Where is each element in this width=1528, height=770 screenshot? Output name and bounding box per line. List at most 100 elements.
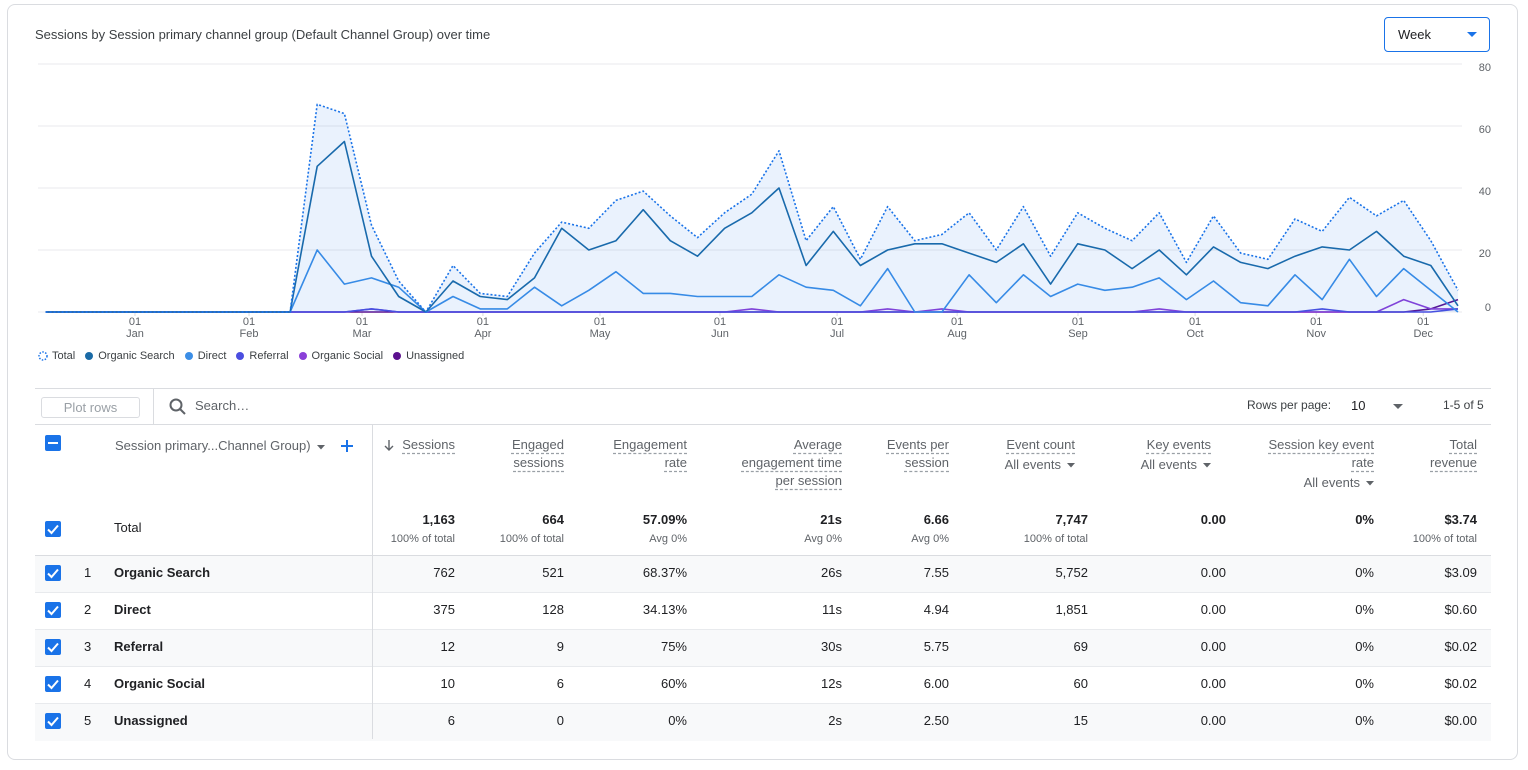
column-header[interactable]: Engagement rate (607, 436, 687, 472)
column-label: Total revenue (1430, 437, 1477, 470)
divider (372, 425, 373, 739)
checkbox[interactable] (44, 520, 62, 538)
checkbox-check (47, 679, 59, 690)
divider (35, 666, 1491, 667)
checkbox[interactable] (44, 675, 62, 693)
column-header[interactable]: Sessions (384, 436, 455, 454)
x-tick-label: 01 Jan (126, 316, 144, 340)
column-header[interactable]: Key events All events (1141, 436, 1211, 474)
legend-item[interactable]: Organic Social (298, 350, 383, 362)
total-label: Total (114, 520, 142, 535)
column-header[interactable]: Events per session (879, 436, 949, 472)
cell-value: 75% (660, 639, 687, 654)
column-label: Engagement rate (613, 437, 687, 470)
cell-value: 0% (1355, 639, 1374, 654)
x-tick-label: 01 Nov (1306, 316, 1326, 340)
cell-value: $0.00 (1444, 713, 1477, 728)
pagination: 1-5 of 5 (1443, 398, 1484, 412)
sublabel-text: All events (1303, 475, 1360, 490)
total-note: Avg 0% (804, 533, 842, 545)
cell-value: $0.60 (1444, 602, 1477, 617)
checkbox-box (45, 521, 61, 537)
total-note: 100% of total (499, 533, 564, 545)
checkbox-check (47, 524, 59, 535)
legend-item[interactable]: Organic Search (84, 350, 175, 362)
cell-value: 30s (821, 639, 842, 654)
divider (153, 389, 154, 424)
total-value: $3.74 (1444, 512, 1477, 527)
row-name[interactable]: Unassigned (114, 713, 188, 728)
dropdown-caret (317, 445, 325, 450)
column-header-row: Events per session (879, 436, 949, 472)
checkbox-box (45, 639, 61, 655)
column-header-row: Total revenue (1422, 436, 1477, 472)
legend: Total Organic Search Direct Referral Organic… (38, 350, 464, 362)
column-header[interactable]: Event count All events (1005, 436, 1075, 474)
cell-value: 2s (828, 713, 842, 728)
legend-icon (298, 352, 307, 360)
add-dimension[interactable] (341, 440, 353, 452)
dropdown-caret (1393, 404, 1403, 409)
checkbox-box (45, 602, 61, 618)
plot-rows-button[interactable]: Plot rows (41, 397, 140, 418)
legend-item[interactable]: Total (38, 350, 75, 362)
checkbox[interactable] (44, 638, 62, 656)
cell-value: $0.02 (1444, 639, 1477, 654)
legend-swatch (38, 351, 48, 361)
search-input[interactable]: Search… (195, 398, 250, 413)
y-tick-label: 80 (1479, 62, 1491, 74)
legend-label: Referral (249, 350, 289, 362)
legend-label: Direct (197, 350, 227, 362)
x-tick-label: 01 Jul (830, 316, 845, 340)
column-header[interactable]: Average engagement time per session (732, 436, 842, 490)
cell-value: 34.13% (642, 602, 687, 617)
cell-value: 10 (440, 676, 455, 691)
sort-arrow (384, 440, 394, 451)
cell-value: 0.00 (1200, 602, 1226, 617)
legend-item[interactable]: Referral (235, 350, 289, 362)
legend-item[interactable]: Direct (184, 350, 227, 362)
legend-item[interactable]: Unassigned (392, 350, 464, 362)
column-sublabel[interactable]: All events (1005, 456, 1075, 474)
rows-per-page[interactable]: 10 (1351, 398, 1366, 413)
checkbox[interactable] (44, 434, 62, 452)
row-rank: 1 (84, 565, 92, 580)
chart: 0 20 40 60 80 (38, 62, 1491, 316)
column-sublabel[interactable]: All events (1141, 456, 1211, 474)
row-name[interactable]: Organic Social (114, 676, 206, 691)
row-background (35, 704, 1491, 741)
column-label: Sessions (402, 437, 455, 452)
cell-value: 68.37% (642, 565, 687, 580)
x-tick-label: 01 Dec (1413, 316, 1433, 340)
legend-swatch (298, 352, 307, 360)
legend-label: Total (52, 350, 76, 362)
cell-value: 15 (1073, 713, 1088, 728)
column-header[interactable]: Engaged sessions (504, 436, 564, 472)
column-label: Engaged sessions (511, 437, 564, 470)
row-name[interactable]: Organic Search (114, 565, 211, 580)
x-tick-label: 01 Aug (947, 316, 967, 340)
interval-dropdown[interactable]: Week (1384, 17, 1490, 52)
cell-value: 9 (556, 639, 564, 654)
row-name[interactable]: Direct (114, 602, 151, 617)
column-header[interactable]: Session key event rate All events (1259, 436, 1374, 492)
column-sublabel[interactable]: All events (1304, 474, 1374, 492)
checkbox[interactable] (44, 601, 62, 619)
checkbox[interactable] (44, 564, 62, 582)
cell-value: 0 (556, 713, 564, 728)
arrow (384, 440, 394, 451)
column-label: Key events (1146, 437, 1211, 452)
dropdown-caret (1467, 32, 1477, 37)
row-name[interactable]: Referral (114, 639, 164, 654)
row-rank: 2 (84, 602, 92, 617)
dropdown-caret (1203, 462, 1211, 467)
cell-value: 0% (1355, 602, 1374, 617)
column-header-row: Engaged sessions (504, 436, 564, 472)
checkbox[interactable] (44, 712, 62, 730)
total-value: 21s (820, 512, 842, 527)
cell-value: 0% (1355, 565, 1374, 580)
legend-icon (184, 352, 193, 360)
y-tick-label: 0 (1485, 302, 1491, 314)
column-header[interactable]: Total revenue (1422, 436, 1477, 472)
